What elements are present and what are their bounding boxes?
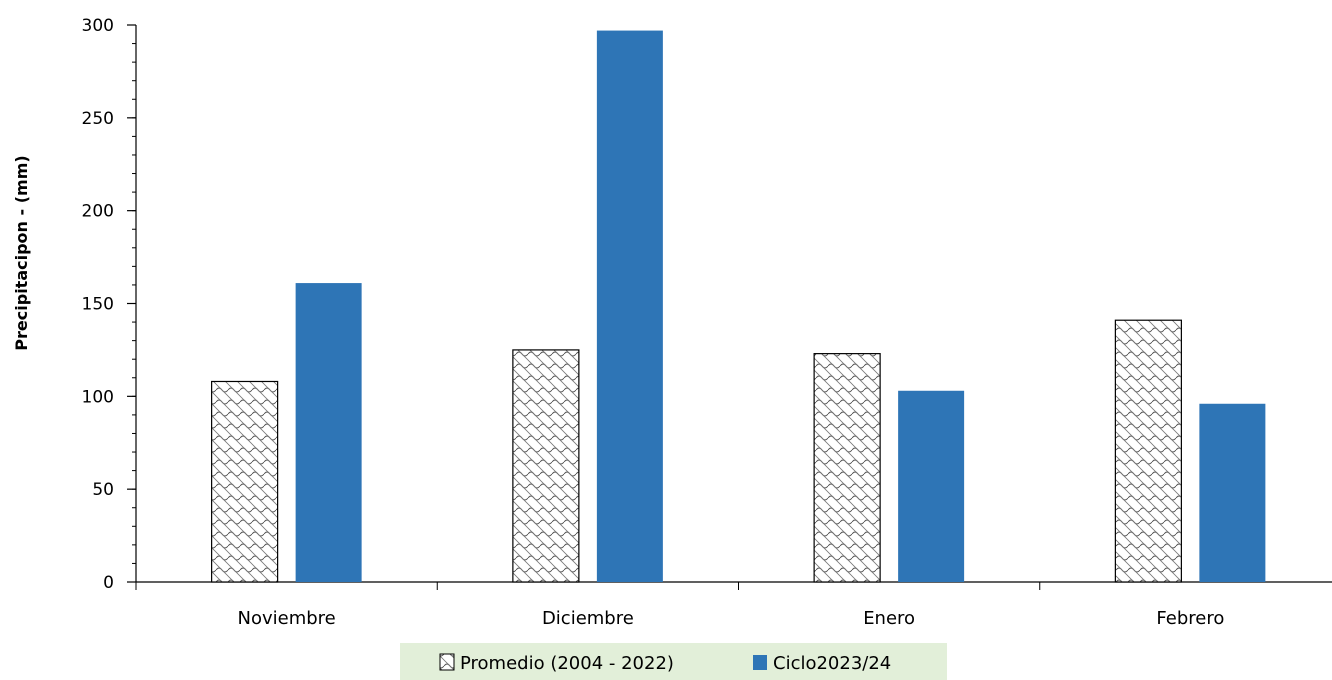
x-tick-label: Enero: [863, 608, 915, 629]
legend-label-ciclo: Ciclo2023/24: [773, 653, 891, 674]
y-tick-label: 250: [82, 109, 114, 129]
bar-promedio: [211, 380, 279, 583]
bar-ciclo: [596, 30, 663, 582]
legend-swatch-promedio: [439, 653, 455, 671]
bar-promedio: [1114, 319, 1182, 583]
legend-swatch-ciclo: [753, 655, 767, 670]
bars: [211, 30, 1266, 583]
x-axis: Noviembre Diciembre Enero Febrero: [135, 581, 1332, 629]
bar-ciclo: [898, 390, 965, 582]
y-tick-label: 300: [82, 16, 114, 36]
bar-ciclo: [295, 283, 362, 582]
y-tick-label: 200: [82, 202, 114, 222]
bar-promedio: [813, 353, 881, 583]
x-tick-label: Febrero: [1156, 608, 1224, 629]
legend-background: [400, 643, 947, 680]
bar-ciclo: [1199, 403, 1266, 582]
y-tick-label: 50: [92, 480, 114, 500]
y-tick-label: 0: [103, 573, 114, 593]
x-tick-label: Diciembre: [542, 608, 634, 629]
legend: Promedio (2004 - 2022) Ciclo2023/24: [400, 643, 947, 680]
legend-label-promedio: Promedio (2004 - 2022): [460, 653, 674, 674]
x-tick-label: Noviembre: [238, 608, 336, 629]
y-axis-label: Precipitacipon - (mm): [12, 155, 31, 350]
bar-promedio: [512, 349, 580, 583]
y-tick-label: 100: [82, 387, 114, 407]
y-tick-label: 150: [82, 295, 114, 315]
y-axis: 0 50 100 150 200 250 300: [82, 16, 137, 593]
